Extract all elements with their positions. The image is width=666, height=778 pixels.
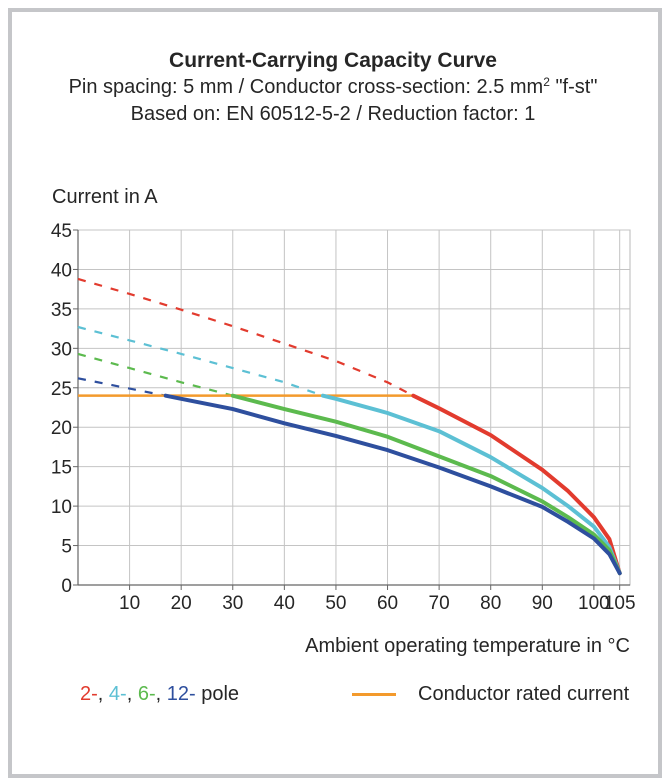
y-tick-label: 40: [51, 260, 72, 281]
plot-area: [77, 229, 631, 586]
legend-pole-part: ,: [155, 683, 167, 705]
legend-pole-part: ,: [97, 683, 109, 705]
y-tick-label: 0: [61, 576, 72, 597]
legend-pole-part: 2-: [80, 683, 98, 705]
legend-pole-part: 6-: [137, 683, 156, 705]
series-2-pole-dashed-line: [77, 277, 414, 397]
title-block: Current-Carrying Capacity Curve Pin spac…: [0, 48, 666, 128]
y-tick-label: 10: [51, 497, 72, 518]
chart-subtitle-line-1: Pin spacing: 5 mm / Conductor cross-sect…: [0, 74, 666, 101]
x-axis-label: Ambient operating temperature in °C: [305, 635, 630, 657]
legend-rated-current: Conductor rated current: [352, 683, 629, 706]
x-tick-label: 10: [119, 593, 140, 614]
chart-subtitle-line-2: Based on: EN 60512-5-2 / Reduction facto…: [130, 103, 536, 125]
legend-pole-part: ,: [126, 683, 138, 705]
legend-pole-part: 4-: [108, 683, 127, 705]
x-tick-label: 80: [480, 593, 501, 614]
y-tick-label: 45: [51, 221, 72, 242]
series-12-pole-solid-line: [163, 393, 622, 576]
y-axis-label: Current in A: [52, 186, 158, 208]
x-tick-label: 50: [325, 593, 346, 614]
subtitle-text: Pin spacing: 5 mm / Conductor cross-sect…: [68, 76, 544, 98]
series-4-pole-solid-line: [321, 393, 622, 576]
x-tick-label: 30: [222, 593, 243, 614]
legend-poles: 2-, 4-, 6-, 12- pole: [80, 683, 239, 706]
legend-rated-label: Conductor rated current: [418, 683, 630, 705]
x-tick-label: 60: [377, 593, 398, 614]
x-tick-label: 105: [604, 593, 636, 614]
y-tick-label: 25: [51, 379, 72, 400]
legend-pole-part: 12-: [166, 683, 196, 705]
subtitle-superscript: 2: [543, 75, 550, 89]
y-tick-label: 35: [51, 300, 72, 321]
x-tick-label: 90: [532, 593, 553, 614]
x-tick-label: 20: [171, 593, 192, 614]
series-6-pole-solid-line: [230, 393, 622, 576]
x-tick-label: 40: [274, 593, 295, 614]
legend-pole-part: pole: [195, 683, 240, 705]
y-tick-label: 5: [61, 537, 72, 558]
chart-title: Current-Carrying Capacity Curve: [169, 49, 497, 72]
y-tick-label: 20: [51, 418, 72, 439]
series-2-pole-solid-line: [411, 393, 622, 576]
subtitle-suffix: "f-st": [549, 76, 598, 98]
x-tick-label: 70: [429, 593, 450, 614]
y-tick-label: 15: [51, 458, 72, 479]
x-tick-label: 100: [578, 593, 610, 614]
y-tick-label: 30: [51, 339, 72, 360]
legend-rated-swatch: [352, 693, 396, 696]
series-12-pole-dashed-line: [77, 377, 166, 397]
